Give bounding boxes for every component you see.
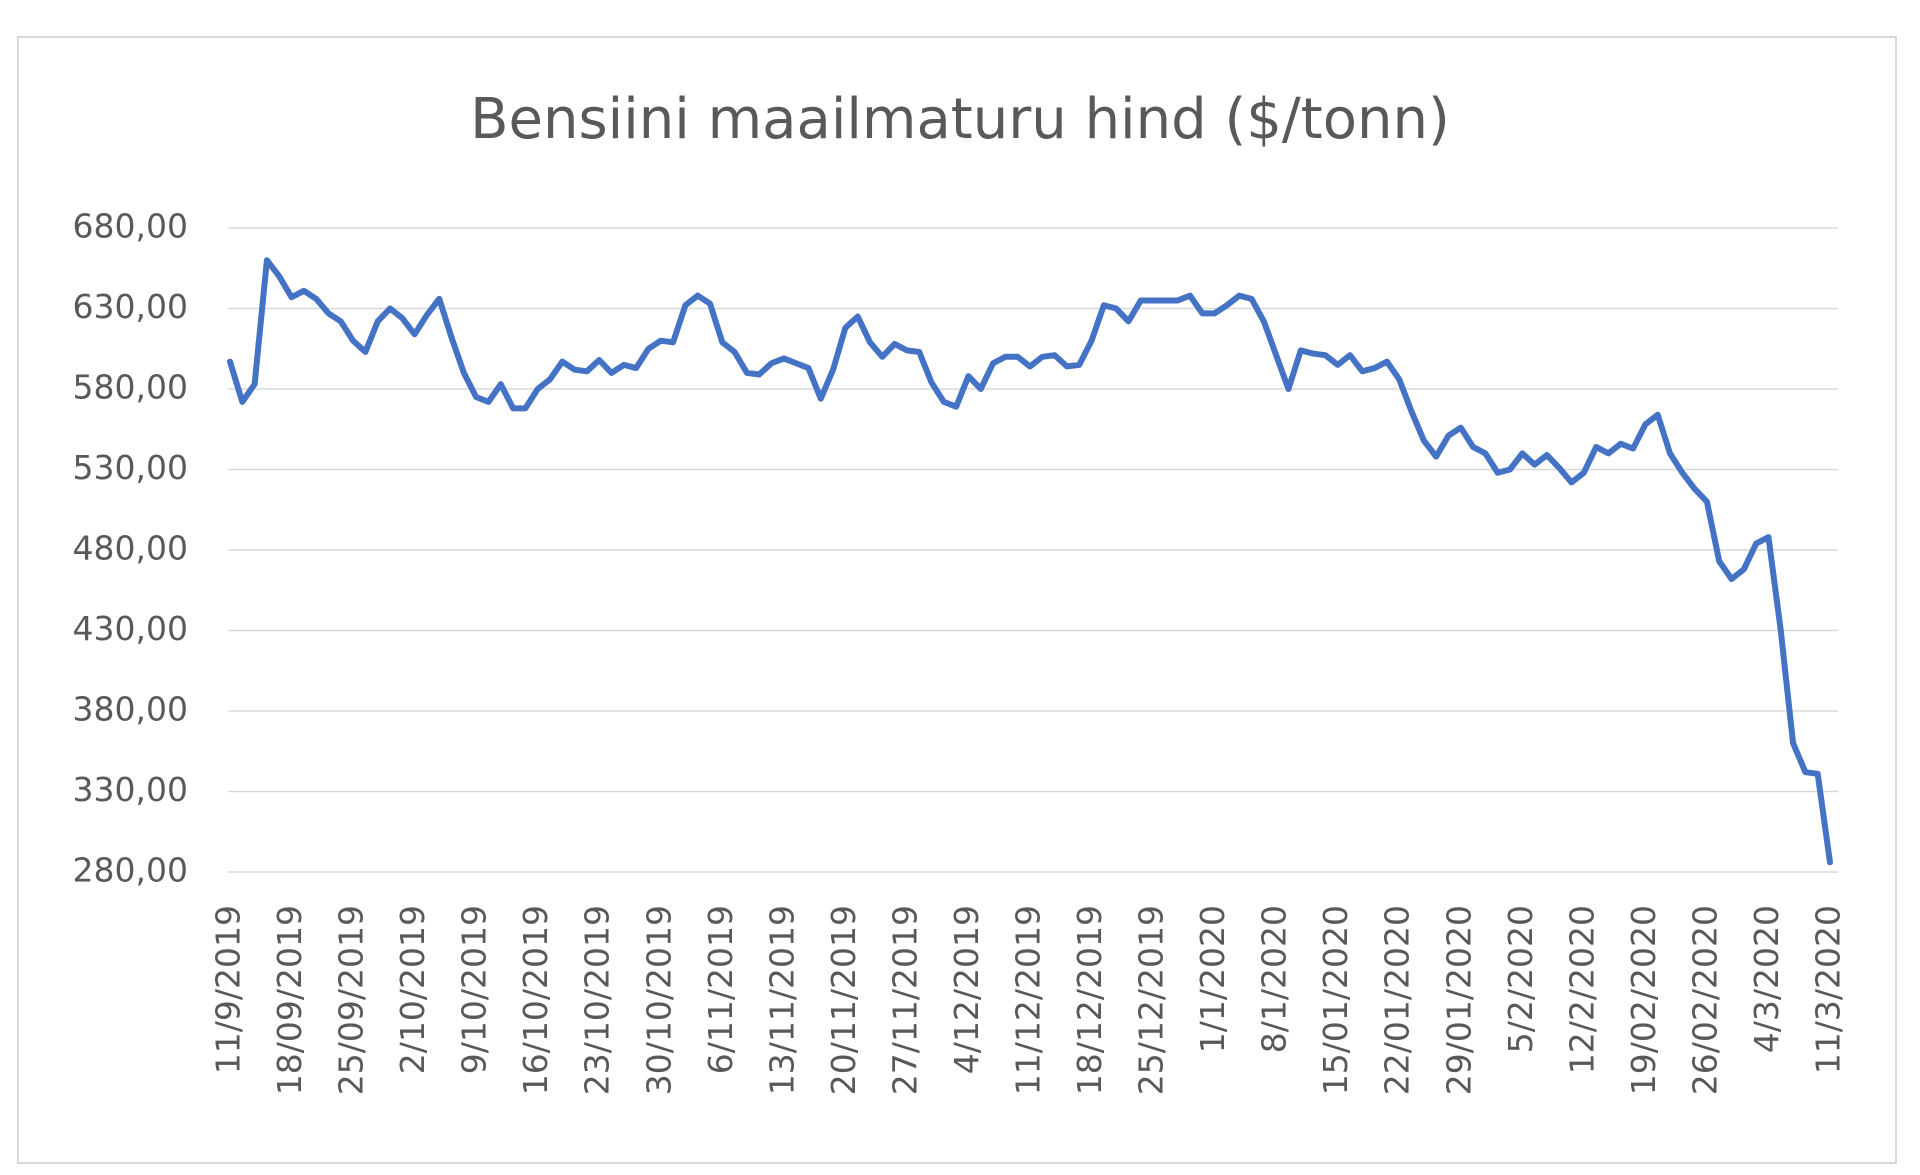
x-tick-label: 1/1/2020 [1193, 905, 1232, 1053]
x-tick-label: 9/10/2019 [455, 905, 494, 1074]
y-tick-label: 430,00 [73, 609, 188, 648]
y-tick-label: 530,00 [73, 448, 188, 487]
y-tick-label: 680,00 [73, 207, 188, 246]
x-tick-label: 27/11/2019 [885, 905, 924, 1095]
y-tick-label: 330,00 [73, 770, 188, 809]
x-tick-label: 4/12/2019 [947, 905, 986, 1074]
x-tick-label: 19/02/2020 [1624, 905, 1663, 1095]
x-tick-label: 8/1/2020 [1255, 905, 1294, 1053]
x-tick-label: 18/12/2019 [1070, 905, 1109, 1095]
x-tick-label: 11/12/2019 [1009, 905, 1048, 1095]
x-tick-label: 22/01/2020 [1378, 905, 1417, 1095]
x-tick-label: 15/01/2020 [1316, 905, 1355, 1095]
x-tick-label: 25/12/2019 [1132, 905, 1171, 1095]
y-tick-label: 380,00 [73, 690, 188, 729]
x-tick-label: 26/02/2020 [1685, 905, 1724, 1095]
data-line [227, 257, 1833, 866]
y-tick-label: 580,00 [73, 368, 188, 407]
x-tick-label: 16/10/2019 [516, 905, 555, 1095]
x-tick-label: 29/01/2020 [1439, 905, 1478, 1095]
chart-frame [17, 36, 1897, 1164]
x-tick-label: 12/2/2020 [1562, 905, 1601, 1074]
y-tick-label: 480,00 [73, 529, 188, 568]
x-tick-label: 18/09/2019 [270, 905, 309, 1095]
x-tick-label: 11/9/2019 [209, 905, 248, 1074]
x-tick-label: 13/11/2019 [762, 905, 801, 1095]
x-tick-label: 23/10/2019 [578, 905, 617, 1095]
x-tick-label: 6/11/2019 [701, 905, 740, 1074]
x-tick-label: 25/09/2019 [332, 905, 371, 1095]
x-tick-label: 20/11/2019 [824, 905, 863, 1095]
y-tick-label: 280,00 [73, 851, 188, 890]
x-tick-label: 5/2/2020 [1501, 905, 1540, 1053]
x-tick-label: 11/3/2020 [1809, 905, 1848, 1074]
chart-title: Bensiini maailmaturu hind ($/tonn) [470, 87, 1450, 152]
x-tick-label: 30/10/2019 [639, 905, 678, 1095]
x-tick-label: 4/3/2020 [1747, 905, 1786, 1053]
x-tick-label: 2/10/2019 [393, 905, 432, 1074]
y-tick-label: 630,00 [73, 287, 188, 326]
